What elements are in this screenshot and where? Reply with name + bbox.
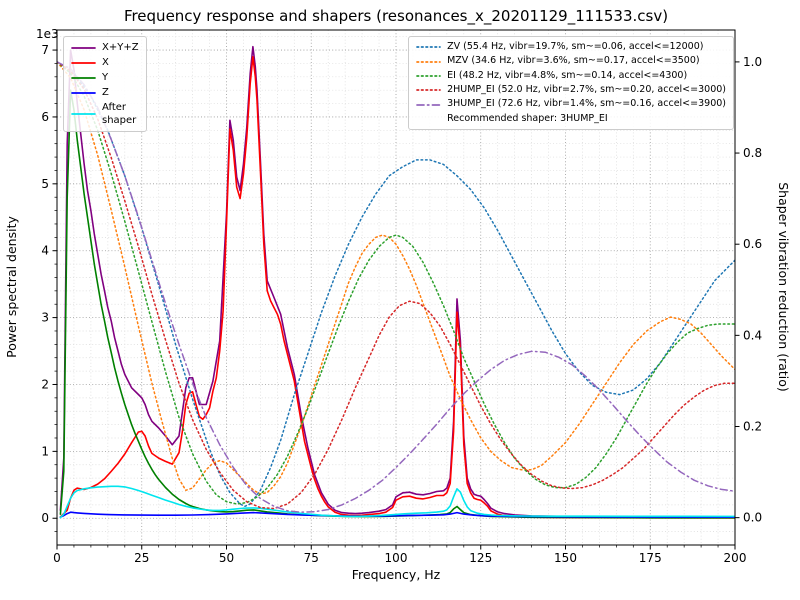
y-right-tick-label: 1.0	[743, 55, 762, 69]
x-tick-label: 50	[219, 551, 234, 565]
y-left-tick-label: 5	[41, 177, 49, 191]
x-axis-label: Frequency, Hz	[352, 567, 441, 582]
psd-x-label: X	[102, 57, 109, 68]
series-psd-x	[59, 56, 735, 519]
shaper-zv-line-sample	[416, 46, 441, 49]
psd-z-line-sample	[71, 91, 96, 94]
shaper-ei-line-sample	[416, 75, 441, 77]
shaper-mzv-line-sample	[416, 60, 441, 63]
series-shaper-mzv	[57, 61, 735, 495]
series-layer	[57, 45, 735, 519]
psd-legend: X+Y+Z X Y Z After shaper	[63, 36, 147, 132]
series-psd-z	[59, 511, 735, 518]
psd-x-line-sample	[71, 61, 96, 64]
psd-after-shaper-label: After shaper	[102, 102, 137, 126]
x-tick-label: 0	[53, 551, 61, 565]
axes-layer: 0 25 50 75 100 125 150 175 200 0 1 2 3 4 5 6 7 0.0 0.2 0.4 0…	[41, 29, 762, 565]
x-tick-label: 200	[724, 551, 747, 565]
shaper-zv-label: ZV (55.4 Hz, vibr=19.7%, sm~=0.06, accel…	[447, 41, 704, 52]
y-right-tick-label: 0.2	[743, 420, 762, 434]
x-tick-label: 100	[385, 551, 408, 565]
psd-z-label: Z	[102, 87, 109, 98]
x-tick-label: 75	[304, 551, 319, 565]
y-left-tick-label: 2	[41, 377, 49, 391]
legend-entry: MZV (34.6 Hz, vibr=3.6%, sm~=0.17, accel…	[416, 55, 726, 67]
y-left-tick-label: 3	[41, 311, 49, 325]
legend-entry: Z	[71, 86, 139, 99]
legend-entry: ZV (55.4 Hz, vibr=19.7%, sm~=0.06, accel…	[416, 41, 726, 53]
x-tick-label: 125	[469, 551, 492, 565]
legend-entry: After shaper	[71, 101, 139, 127]
psd-after-shaper-line-sample	[71, 113, 96, 115]
y-axis-label-right: Shaper vibration reduction (ratio)	[776, 182, 791, 392]
legend-entry: X	[71, 56, 139, 69]
shaper-mzv-label: MZV (34.6 Hz, vibr=3.6%, sm~=0.17, accel…	[447, 55, 700, 67]
legend-entry: EI (48.2 Hz, vibr=4.8%, sm~=0.14, accel<…	[416, 70, 726, 82]
x-tick-label: 175	[639, 551, 662, 565]
legend-entry: Recommended shaper: 3HUMP_EI	[416, 113, 726, 125]
chart-title: Frequency response and shapers (resonanc…	[124, 7, 668, 26]
series-shaper-3hump-ei	[57, 61, 735, 513]
recommended-shaper-note-line-sample	[416, 113, 441, 125]
y-right-tick-label: 0.6	[743, 237, 762, 251]
x-tick-label: 150	[554, 551, 577, 565]
legend-entry: 2HUMP_EI (52.0 Hz, vibr=2.7%, sm~=0.20, …	[416, 84, 726, 96]
legend-entry: Y	[71, 71, 139, 84]
psd-xyz-label: X+Y+Z	[102, 42, 139, 53]
y-left-tick-label: 1	[41, 444, 49, 458]
y-right-tick-label: 0.4	[743, 328, 762, 342]
psd-xyz-line-sample	[71, 46, 96, 49]
series-shaper-zv	[57, 61, 735, 508]
y-left-tick-label: 0	[41, 511, 49, 525]
y-right-tick-label: 0.0	[743, 511, 762, 525]
psd-y-line-sample	[71, 76, 96, 79]
series-psd-after-shaper	[59, 485, 735, 519]
shaper-ei-label: EI (48.2 Hz, vibr=4.8%, sm~=0.14, accel<…	[447, 69, 688, 81]
y-axis-offset-label: 1e3	[36, 27, 59, 41]
series-shaper-2hump-ei	[57, 61, 735, 510]
y-axis-label-left: Power spectral density	[4, 216, 19, 358]
shaper-2hump-ei-line-sample	[416, 89, 441, 92]
recommended-shaper-note-label: Recommended shaper: 3HUMP_EI	[447, 112, 608, 124]
legend-entry: 3HUMP_EI (72.6 Hz, vibr=1.4%, sm~=0.16, …	[416, 98, 726, 110]
y-right-tick-label: 0.8	[743, 146, 762, 160]
y-left-tick-label: 6	[41, 110, 49, 124]
legend-entry: X+Y+Z	[71, 41, 139, 54]
psd-y-label: Y	[102, 72, 109, 83]
y-left-tick-label: 7	[41, 43, 49, 57]
shaper-3hump-ei-line-sample	[416, 103, 441, 106]
y-left-tick-label: 4	[41, 244, 49, 258]
shaper-legend: ZV (55.4 Hz, vibr=19.7%, sm~=0.06, accel…	[408, 36, 734, 131]
x-tick-label: 25	[134, 551, 149, 565]
shaper-3hump-ei-label: 3HUMP_EI (72.6 Hz, vibr=1.4%, sm~=0.16, …	[447, 98, 726, 110]
series-shaper-ei	[57, 61, 735, 505]
shaper-2hump-ei-label: 2HUMP_EI (52.0 Hz, vibr=2.7%, sm~=0.20, …	[447, 84, 726, 96]
